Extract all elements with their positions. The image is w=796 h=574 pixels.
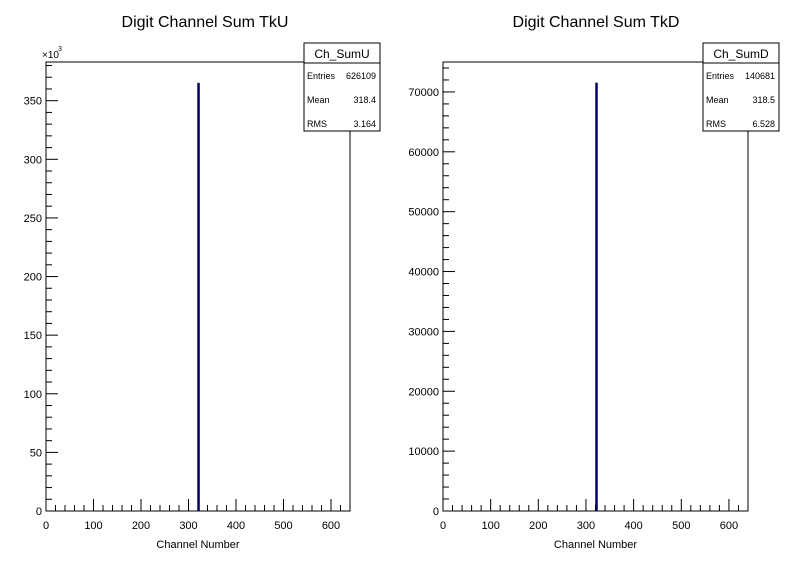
y-tick-label: 30000 — [408, 326, 439, 338]
y-multiplier-base: ×10 — [42, 50, 59, 61]
x-tick-label: 0 — [440, 520, 446, 532]
y-tick-label: 250 — [24, 213, 42, 225]
x-tick-label: 500 — [672, 520, 690, 532]
chart-title: Digit Channel Sum TkD — [513, 14, 680, 31]
histogram-bin — [595, 82, 598, 512]
y-tick-label: 150 — [24, 330, 42, 342]
y-tick-label: 200 — [24, 272, 42, 284]
y-tick-label: 20000 — [408, 386, 439, 398]
x-tick-label: 400 — [624, 520, 642, 532]
pad-right: Digit Channel Sum TkD 0 100 200 300 400 500 600… — [408, 14, 780, 551]
y-tick-label: 40000 — [408, 267, 439, 279]
stats-label: Entries — [706, 71, 735, 81]
stats-box-frame — [702, 42, 780, 132]
stats-value: 6.528 — [752, 119, 775, 129]
y-tick-label: 0 — [36, 506, 42, 518]
stats-value: 3.164 — [353, 119, 376, 129]
stats-value: 626109 — [346, 71, 376, 81]
y-tick-label: 300 — [24, 154, 42, 166]
y-tick-label: 0 — [433, 506, 439, 518]
x-tick-label: 100 — [84, 520, 102, 532]
y-tick-label: 350 — [24, 96, 42, 108]
stats-box: Ch_SumU Entries 626109 Mean 318.4 RMS 3.164 — [303, 42, 381, 132]
stats-label: RMS — [307, 119, 327, 129]
x-tick-label: 0 — [43, 520, 49, 532]
stats-value: 318.4 — [353, 95, 376, 105]
stats-value: 318.5 — [752, 95, 775, 105]
stats-box: Ch_SumD Entries 140681 Mean 318.5 RMS 6.528 — [702, 42, 780, 132]
x-axis-label: Channel Number — [156, 539, 239, 551]
stats-name: Ch_SumD — [713, 47, 769, 61]
x-tick-label: 500 — [274, 520, 292, 532]
x-tick-label: 200 — [132, 520, 150, 532]
stats-label: RMS — [706, 119, 726, 129]
y-tick-label: 60000 — [408, 147, 439, 159]
y-tick-label: 100 — [24, 389, 42, 401]
stats-label: Mean — [706, 95, 729, 105]
x-axis-label: Channel Number — [554, 539, 637, 551]
stats-box-frame — [303, 42, 381, 132]
y-tick-label: 50000 — [408, 207, 439, 219]
x-tick-label: 200 — [529, 520, 547, 532]
x-tick-label: 100 — [481, 520, 499, 532]
x-tick-label: 300 — [179, 520, 197, 532]
chart-title: Digit Channel Sum TkU — [122, 14, 289, 31]
y-tick-label: 70000 — [408, 87, 439, 99]
x-tick-label: 600 — [322, 520, 340, 532]
stats-label: Entries — [307, 71, 336, 81]
x-tick-label: 300 — [577, 520, 595, 532]
y-multiplier-exponent: 3 — [58, 46, 62, 53]
x-tick-label: 400 — [227, 520, 245, 532]
y-tick-label: 50 — [30, 447, 42, 459]
x-tick-label: 600 — [720, 520, 738, 532]
stats-label: Mean — [307, 95, 330, 105]
stats-name: Ch_SumU — [314, 47, 369, 61]
stats-value: 140681 — [745, 71, 775, 81]
y-tick-label: 10000 — [408, 446, 439, 458]
histogram-bin — [197, 82, 200, 512]
